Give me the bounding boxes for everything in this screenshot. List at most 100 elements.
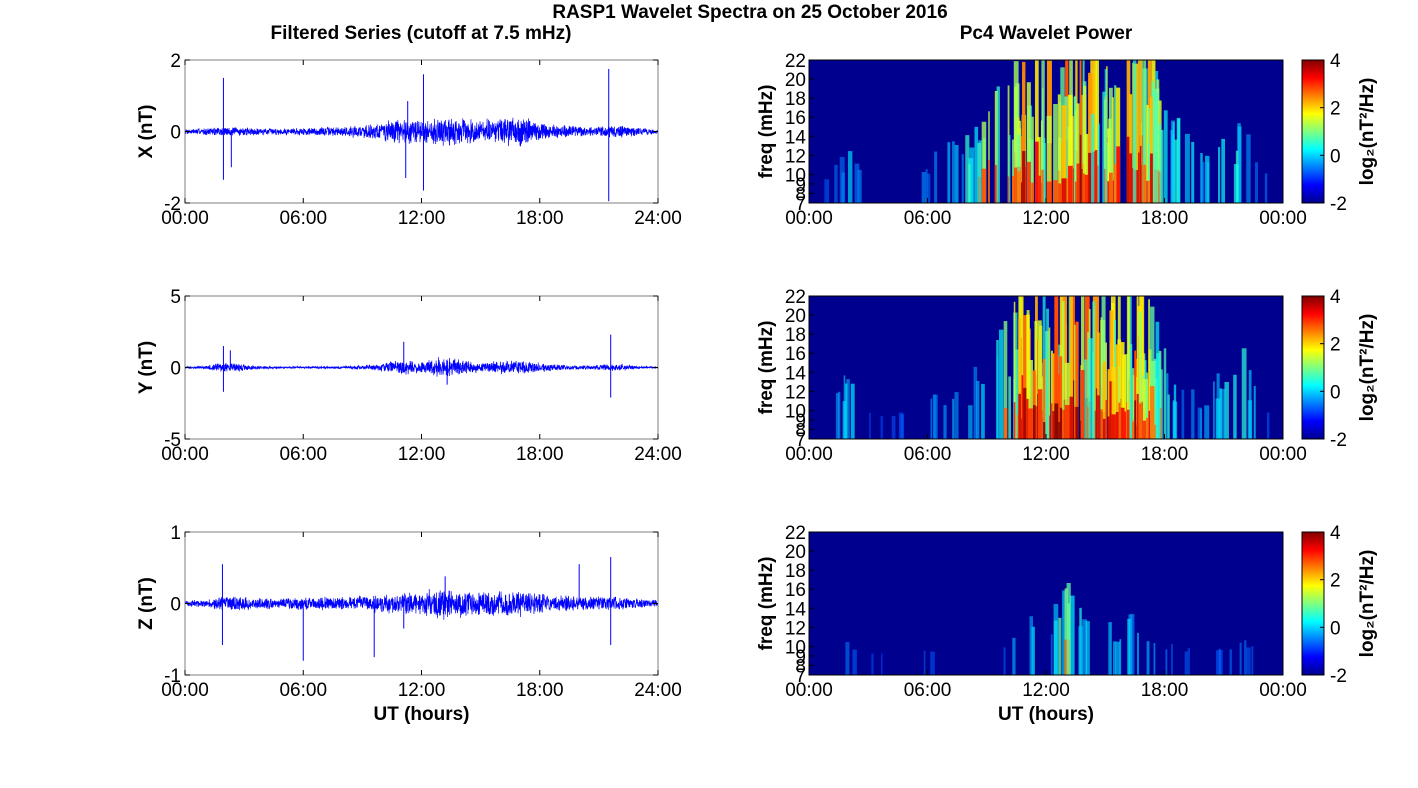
x-power-streak-282 (1031, 116, 1034, 203)
z-power-streak-291 (1050, 634, 1053, 675)
y-power-streak-284 (838, 391, 841, 439)
x-power-ytick-label-8: 20 (785, 70, 806, 91)
y-power-streak-232 (1219, 388, 1222, 439)
y-power-streak-250 (1111, 367, 1116, 439)
x-power-streak-26 (1095, 60, 1099, 203)
y-power-colorbar-label: log₂(nT²/Hz) (1357, 314, 1378, 422)
y-power-streak-214 (952, 398, 955, 439)
y-power-streak-177 (1173, 400, 1175, 439)
y-power-streak-138 (1102, 361, 1106, 439)
y-power-streak-core-257 (1058, 421, 1060, 439)
x-power-ytick-label-2: 9 (795, 175, 806, 196)
z-power-streak-210 (1146, 641, 1150, 675)
x-power-streak-core-287 (1068, 165, 1073, 203)
y-power-streak-core-20 (1104, 399, 1107, 439)
x-power-streak-219 (1084, 133, 1089, 203)
y-power-streak-212 (1220, 388, 1226, 439)
z-power-xtick-label-4: 00:00 (1259, 680, 1307, 701)
x-power-streak-142 (1020, 136, 1024, 203)
y-power-streak-247 (1069, 296, 1073, 439)
z-series-xtick-label-4: 24:00 (634, 680, 682, 701)
y-power-streak-core-272 (1064, 405, 1070, 439)
y-power-panel: 00:00 06:00 12:00 18:00 00:00789101214161820… (756, 287, 1378, 465)
x-power-streak-core-152 (1058, 183, 1062, 203)
y-power-ytick-label-5: 14 (785, 363, 807, 384)
x-power-streak-19 (925, 169, 928, 203)
z-power-streak-99 (1246, 647, 1251, 675)
x-power-streak-249 (994, 90, 998, 203)
y-power-streak-204 (1135, 377, 1138, 439)
z-power-plot-area (809, 532, 1283, 675)
y-power-streak-core-247 (1069, 396, 1073, 439)
x-power-streak-299 (1074, 110, 1077, 203)
x-power-streak-145 (1163, 110, 1168, 203)
y-power-streak-123 (1160, 369, 1163, 439)
x-power-streak-core-237 (1147, 180, 1151, 203)
y-power-ytick-label-3: 10 (785, 401, 806, 422)
x-power-xtick-label-4: 00:00 (1259, 208, 1307, 229)
x-power-streak-core-244 (1017, 171, 1021, 203)
y-power-streak-core-278 (1146, 417, 1149, 439)
z-power-streak-196 (1003, 647, 1006, 675)
z-power-streak-243 (845, 642, 850, 675)
x-power-colorbar-tick-label-0: 4 (1330, 51, 1341, 72)
y-power-ytick-label-4: 12 (785, 382, 806, 403)
y-power-streak-core-276 (1142, 420, 1148, 439)
z-series-panel: 00:00 06:00 12:00 18:00 24:00 -1 0 1 Z (nT) UT (h… (136, 523, 682, 725)
x-power-streak-265 (1150, 96, 1153, 203)
y-power-streak-86 (932, 394, 938, 439)
x-power-streak-core-255 (981, 168, 987, 203)
z-power-streak-200 (1171, 644, 1173, 675)
z-power-ytick-label-6: 16 (785, 580, 806, 601)
z-power-streak-245 (1153, 643, 1156, 675)
y-power-streak-229 (1224, 381, 1229, 439)
x-power-streak-core-142 (1020, 182, 1024, 203)
x-power-streak-10 (1137, 60, 1140, 203)
y-power-ytick-label-9: 22 (785, 287, 806, 308)
x-power-streak-290 (1153, 92, 1159, 203)
y-power-streak-70 (891, 415, 896, 439)
z-power-colorbar-label: log₂(nT²/Hz) (1357, 550, 1378, 658)
y-power-streak-core-289 (1132, 421, 1135, 439)
x-power-streak-31 (1111, 97, 1114, 203)
y-power-streak-188 (1043, 358, 1047, 439)
y-power-streak-268 (1167, 394, 1170, 439)
y-power-streak-84 (1050, 350, 1053, 439)
z-power-streak-107 (1082, 619, 1088, 675)
x-power-streak-161 (1191, 141, 1195, 203)
x-power-streak-295 (1022, 61, 1026, 203)
x-power-streak-77 (951, 141, 955, 203)
x-power-streak-core-231 (1076, 163, 1080, 203)
y-series-ytick-label-1: 0 (170, 359, 181, 380)
y-power-colorbar-tick-label-3: -2 (1330, 430, 1347, 451)
z-power-streak-239 (1029, 616, 1033, 675)
y-power-streak-core-133 (1074, 406, 1077, 439)
y-series-xtick-label-2: 12:00 (398, 444, 446, 465)
y-power-streak-core-291 (1054, 403, 1059, 439)
x-power-streak-core-282 (1031, 182, 1034, 203)
x-power-streak-263 (1104, 68, 1108, 203)
y-power-streak-core-234 (1097, 395, 1100, 439)
y-power-streak-244 (1118, 366, 1121, 439)
z-power-colorbar-tick-label-0: 4 (1330, 523, 1341, 544)
y-power-streak-24 (999, 329, 1004, 439)
x-power-streak-143 (857, 169, 862, 203)
z-power-streak-6 (1112, 641, 1117, 675)
y-power-ytick-label-2: 9 (795, 411, 806, 432)
y-power-xtick-label-0: 00:00 (785, 444, 833, 465)
y-power-streak-core-299 (1062, 409, 1065, 439)
y-power-streak-258 (1136, 296, 1139, 439)
y-power-ytick-label-0: 7 (795, 430, 806, 451)
y-power-streak-core-233 (1115, 411, 1121, 439)
x-power-colorbar-tick-label-1: 2 (1330, 99, 1341, 120)
y-power-streak-225 (1052, 353, 1056, 439)
y-series-xtick-label-0: 00:00 (161, 444, 209, 465)
y-power-streak-159 (1181, 389, 1185, 439)
z-power-streak-59 (1069, 595, 1075, 675)
z-power-ytick-label-9: 22 (785, 523, 806, 544)
x-series-xtick-label-4: 24:00 (634, 208, 682, 229)
x-power-streak-207 (1061, 105, 1067, 203)
y-power-ytick-label-8: 20 (785, 306, 806, 327)
x-power-streak-core-288 (1012, 175, 1015, 203)
y-power-power-streaks (835, 296, 1270, 439)
